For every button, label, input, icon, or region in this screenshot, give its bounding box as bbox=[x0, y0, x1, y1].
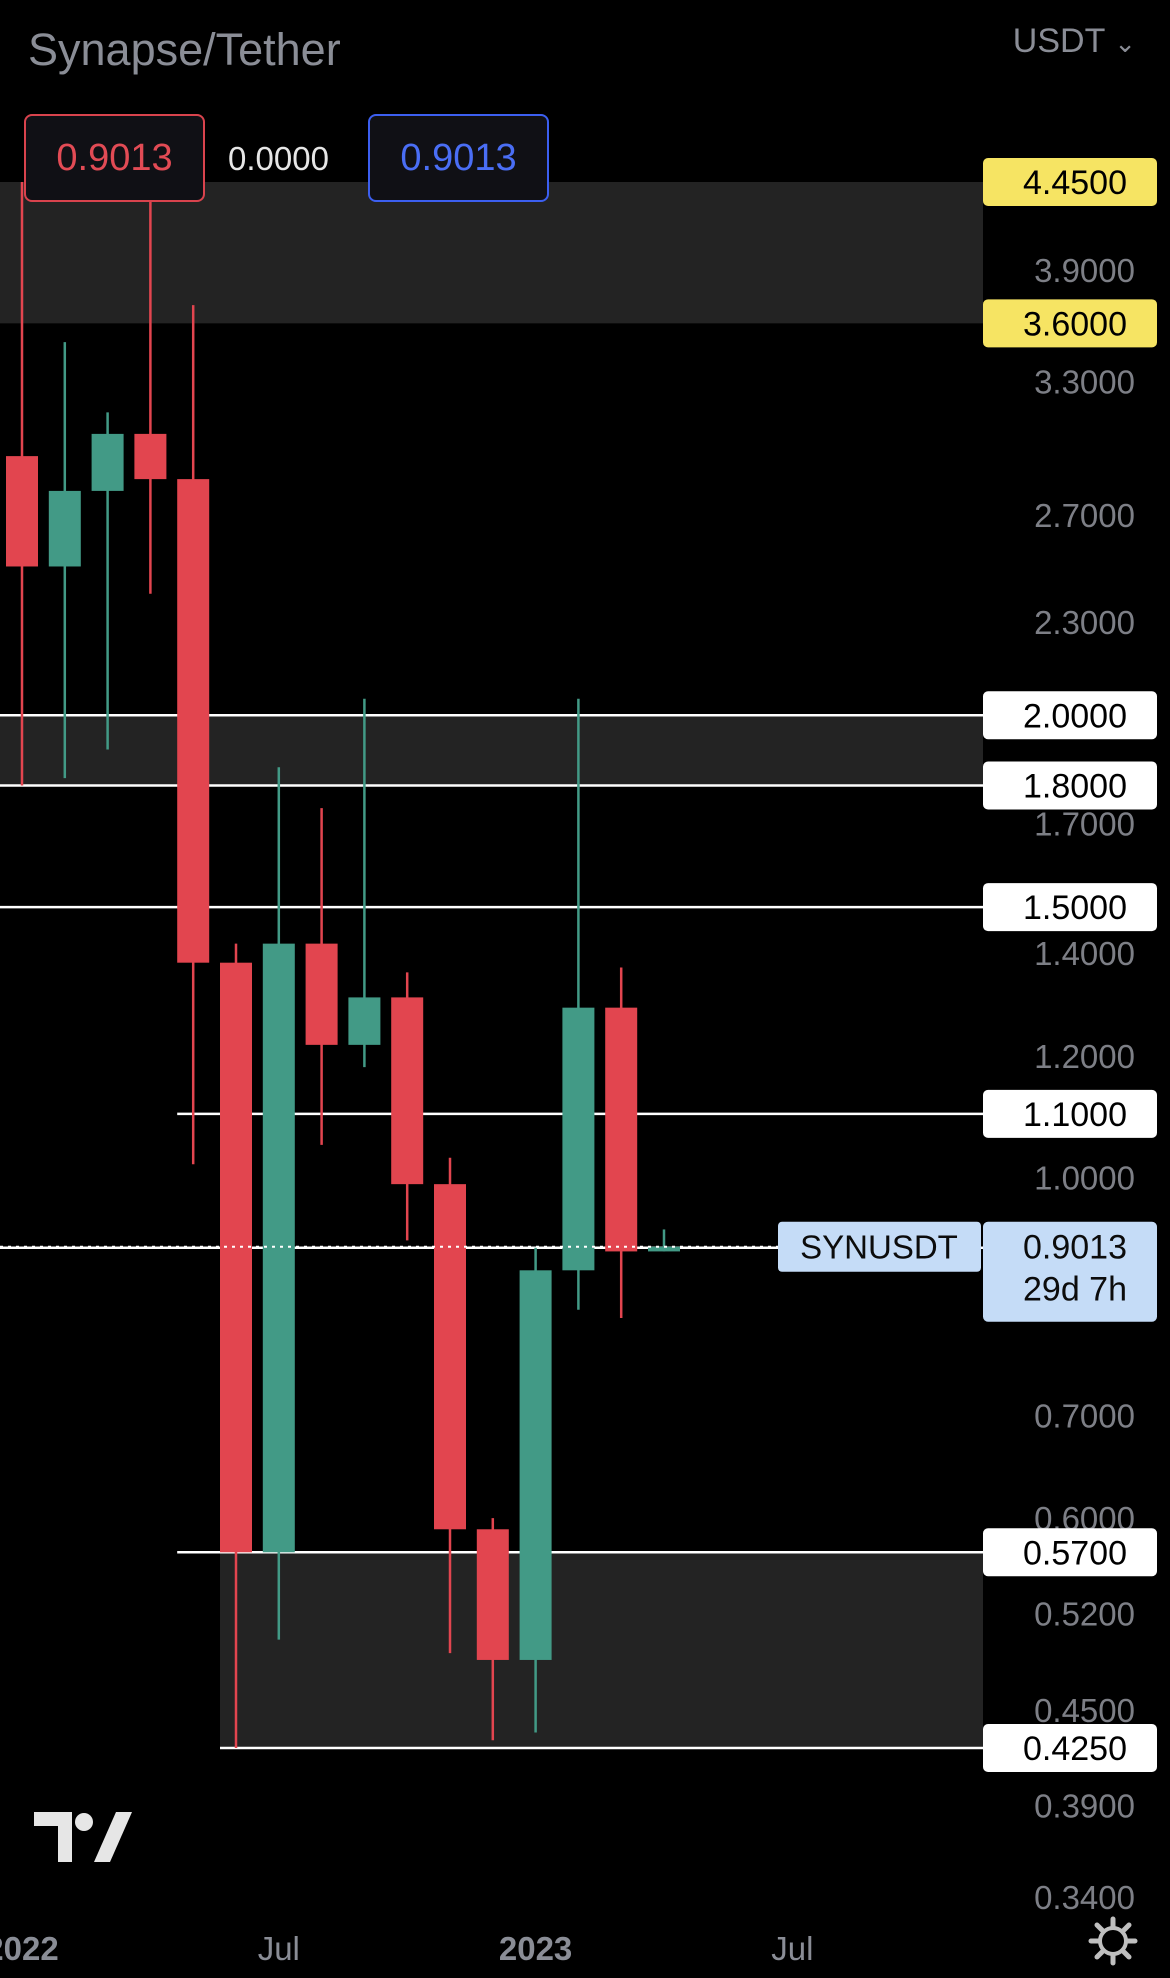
candle-body-2[interactable] bbox=[91, 433, 124, 491]
currency-selector[interactable]: USDT ⌄ bbox=[1013, 22, 1136, 61]
y-tick-label: 3.9000 bbox=[1034, 252, 1135, 289]
gear-icon[interactable] bbox=[1088, 1916, 1138, 1966]
y-tick-label: 0.3900 bbox=[1034, 1787, 1135, 1824]
currency-label: USDT bbox=[1012, 22, 1105, 60]
zone-1 bbox=[0, 715, 983, 786]
y-tick-label: 1.0000 bbox=[1034, 1159, 1135, 1196]
candle-body-10[interactable] bbox=[434, 1184, 466, 1530]
candle-body-7[interactable] bbox=[305, 943, 338, 1045]
candle-body-11[interactable] bbox=[476, 1529, 509, 1660]
level-label-3[interactable]: 1.8000 bbox=[983, 761, 1157, 810]
level-label-8[interactable]: 0.4250 bbox=[983, 1724, 1157, 1772]
svg-text:3.6000: 3.6000 bbox=[1023, 305, 1127, 343]
candle-body-0[interactable] bbox=[6, 456, 38, 567]
candle-body-9[interactable] bbox=[391, 997, 424, 1185]
candle-body-5[interactable] bbox=[220, 962, 252, 1553]
x-axis-label: Jul bbox=[771, 1930, 813, 1967]
y-tick-label: 0.3400 bbox=[1034, 1879, 1135, 1916]
level-label-1[interactable]: 3.6000 bbox=[983, 299, 1157, 348]
svg-text:1.8000: 1.8000 bbox=[1023, 768, 1127, 806]
buy-price-button[interactable]: 0.9013 bbox=[368, 114, 549, 202]
y-tick-label: 0.7000 bbox=[1034, 1397, 1135, 1434]
y-tick-label: 2.3000 bbox=[1034, 604, 1135, 641]
candle-body-14[interactable] bbox=[605, 1007, 638, 1252]
level-label-5[interactable]: 1.1000 bbox=[983, 1089, 1157, 1138]
x-axis-label: 2022 bbox=[0, 1930, 59, 1967]
svg-text:0.4250: 0.4250 bbox=[1023, 1730, 1127, 1768]
current-price-label: 0.9013 29d 7h bbox=[983, 1221, 1157, 1322]
svg-text:1.5000: 1.5000 bbox=[1023, 889, 1127, 927]
candle-body-12[interactable] bbox=[519, 1270, 552, 1660]
countdown-label: 29d 7h bbox=[1023, 1271, 1127, 1309]
svg-text:SYNUSDT: SYNUSDT bbox=[800, 1229, 958, 1266]
symbol-title[interactable]: Synapse/Tether bbox=[28, 24, 341, 75]
spread-value: 0.0000 bbox=[228, 140, 329, 177]
y-tick-label: 1.7000 bbox=[1034, 806, 1135, 843]
symbol-tag: SYNUSDT bbox=[778, 1221, 981, 1272]
tradingview-logo-icon bbox=[34, 1812, 132, 1862]
y-tick-label: 2.7000 bbox=[1034, 497, 1135, 534]
y-tick-label: 1.2000 bbox=[1034, 1038, 1135, 1075]
zone-0 bbox=[0, 182, 983, 324]
candle-body-13[interactable] bbox=[562, 1007, 595, 1271]
candle-body-1[interactable] bbox=[48, 490, 81, 567]
candle-body-15[interactable] bbox=[648, 1246, 680, 1252]
y-tick-label: 1.4000 bbox=[1034, 935, 1135, 972]
level-label-4[interactable]: 1.5000 bbox=[983, 883, 1157, 932]
candle-body-6[interactable] bbox=[262, 943, 295, 1553]
candle-body-8[interactable] bbox=[348, 997, 381, 1045]
svg-text:0.5700: 0.5700 bbox=[1023, 1534, 1127, 1572]
x-axis-label: Jul bbox=[258, 1930, 300, 1967]
zone-2 bbox=[220, 1552, 983, 1748]
svg-text:4.4500: 4.4500 bbox=[1023, 164, 1127, 202]
level-label-2[interactable]: 2.0000 bbox=[983, 691, 1157, 740]
level-label-7[interactable]: 0.5700 bbox=[983, 1528, 1157, 1577]
level-label-0[interactable]: 4.4500 bbox=[983, 158, 1157, 206]
svg-text:0.9013: 0.9013 bbox=[1023, 1229, 1127, 1267]
sell-price-button[interactable]: 0.9013 bbox=[24, 114, 205, 202]
y-tick-label: 3.3000 bbox=[1034, 363, 1135, 400]
svg-text:2.0000: 2.0000 bbox=[1023, 697, 1127, 735]
svg-text:1.1000: 1.1000 bbox=[1023, 1096, 1127, 1134]
candle-body-4[interactable] bbox=[177, 479, 210, 963]
candle-body-3[interactable] bbox=[134, 433, 167, 480]
y-tick-label: 0.5200 bbox=[1034, 1595, 1135, 1632]
y-tick-label: 0.4500 bbox=[1034, 1692, 1135, 1729]
chevron-down-icon: ⌄ bbox=[1114, 28, 1136, 58]
x-axis-label: 2023 bbox=[499, 1930, 572, 1967]
